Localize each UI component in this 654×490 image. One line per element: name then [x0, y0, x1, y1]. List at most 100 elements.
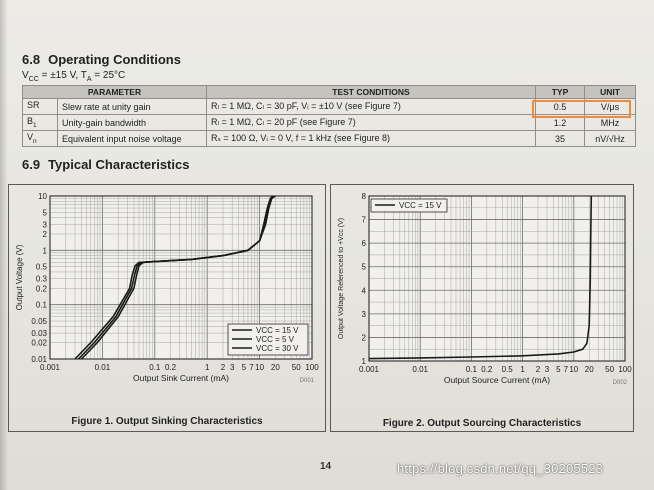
- y-tick-label: 0.05: [31, 317, 47, 326]
- typ-cell: 1.2: [535, 114, 585, 131]
- symbol-text: SR: [27, 100, 40, 111]
- y-tick-label: 0.03: [31, 329, 47, 338]
- symbol-cell: SR: [22, 98, 58, 115]
- conditions-cell: Rₗ = 1 MΩ, Cₗ = 20 pF (see Figure 7): [206, 114, 536, 131]
- section-number: 6.9: [22, 157, 41, 172]
- ta-value: = 25°C: [91, 70, 126, 81]
- series-line: [74, 195, 274, 360]
- x-tick-label: 2: [536, 365, 541, 374]
- y-tick-label: 4: [362, 286, 367, 295]
- x-tick-label: 0.1: [149, 363, 161, 372]
- x-axis-label: Output Source Current (mA): [444, 375, 550, 385]
- table-header-row: PARAMETER TEST CONDITIONS TYP UNIT: [22, 85, 636, 99]
- conditions-cell: Rₗ = 1 MΩ, Cₗ = 30 pF, Vᵢ = ±10 V (see F…: [206, 98, 536, 115]
- series-line: [368, 195, 593, 360]
- plot-frame: [368, 195, 626, 362]
- y-tick-label: 2: [362, 333, 367, 342]
- parameter-cell: Equivalent input noise voltage: [57, 130, 207, 147]
- x-tick-label: 1: [520, 365, 525, 374]
- page-number: 14: [320, 461, 332, 472]
- symbol-subscript: n: [33, 137, 37, 145]
- x-tick-label: 20: [271, 363, 280, 372]
- x-tick-label: 50: [292, 363, 301, 372]
- legend-label: VCC = 15 V: [399, 201, 442, 210]
- y-tick-label: 1: [362, 357, 367, 366]
- x-tick-label: 0.5: [502, 365, 514, 374]
- y-tick-label: 0.01: [31, 355, 47, 364]
- plot-frame: [49, 195, 313, 360]
- typ-cell: 0.5: [535, 98, 585, 115]
- x-tick-label: 0.01: [412, 365, 428, 374]
- table-row: B1 Unity-gain bandwidth Rₗ = 1 MΩ, Cₗ = …: [22, 114, 636, 131]
- header-unit: UNIT: [584, 85, 636, 99]
- y-tick-label: 2: [43, 230, 48, 239]
- section-title: Operating Conditions: [48, 52, 181, 67]
- section-number: 6.8: [22, 52, 41, 67]
- x-tick-label: 3: [545, 365, 550, 374]
- x-tick-label: 3: [230, 363, 235, 372]
- x-tick-label: 50: [605, 365, 614, 374]
- vcc-label: V: [22, 70, 29, 81]
- y-tick-label: 1: [43, 246, 48, 255]
- y-tick-label: 5: [362, 263, 367, 272]
- watermark-url: https://blog.csdn.net/qq_30205523: [397, 461, 604, 476]
- y-tick-label: 0.2: [36, 284, 48, 293]
- unit-cell: V/μs: [584, 98, 636, 115]
- y-tick-label: 7: [362, 216, 367, 225]
- x-tick-label: 2: [221, 363, 226, 372]
- section-heading-operating-conditions: 6.8 Operating Conditions: [22, 52, 181, 67]
- figure-1-chart: 0.001 0.01 0.1 0.2 1 2 3 5 7 10 20 50 1001053210.50.…: [15, 192, 319, 384]
- x-tick-label: 0.01: [95, 363, 111, 372]
- x-tick-label: 7: [564, 365, 569, 374]
- ta-subscript: A: [86, 76, 92, 83]
- table-row: Vn Equivalent input noise voltage Rₛ = 1…: [22, 130, 636, 147]
- symbol-text: B: [27, 116, 34, 127]
- x-tick-label: 0.001: [359, 365, 380, 374]
- figure-code: D002: [613, 380, 628, 386]
- symbol-cell: B1: [22, 114, 58, 131]
- legend-label: VCC = 30 V: [256, 344, 299, 353]
- page-binding-shadow: [0, 0, 8, 490]
- x-tick-label: 20: [585, 365, 594, 374]
- x-tick-label: 0.2: [481, 365, 493, 374]
- x-axis-label: Output Sink Current (mA): [133, 373, 229, 383]
- x-tick-label: 7: [249, 363, 254, 372]
- x-tick-label: 5: [556, 365, 561, 374]
- header-parameter: PARAMETER: [22, 85, 207, 99]
- unit-cell: nV/√Hz: [584, 130, 636, 147]
- typ-cell: 35: [535, 130, 585, 147]
- operating-conditions-table: PARAMETER TEST CONDITIONS TYP UNIT SR Sl…: [22, 85, 636, 147]
- figure-1-caption: Figure 1. Output Sinking Characteristics: [71, 416, 263, 427]
- y-axis-label: Output Voltage Referenced to +Vcc (V): [338, 218, 345, 339]
- legend-label: VCC = 15 V: [256, 326, 299, 335]
- operating-conditions-line: VCC = ±15 V, TA = 25°C: [22, 70, 125, 83]
- vcc-subscript: CC: [28, 76, 39, 83]
- vcc-value: = ±15 V, T: [38, 70, 87, 81]
- conditions-cell: Rₛ = 100 Ω, Vᵢ = 0 V, f = 1 kHz (see Fig…: [206, 130, 536, 147]
- x-tick-label: 10: [569, 365, 578, 374]
- parameter-cell: Slew rate at unity gain: [57, 98, 207, 115]
- figure-code: D001: [300, 378, 315, 384]
- x-tick-label: 100: [305, 363, 319, 372]
- y-tick-label: 0.3: [36, 275, 48, 284]
- legend-box: [370, 198, 448, 213]
- symbol-cell: Vn: [22, 130, 58, 147]
- figure-2-caption: Figure 2. Output Sourcing Characteristic…: [382, 418, 582, 429]
- parameter-cell: Unity-gain bandwidth: [57, 114, 207, 131]
- y-tick-label: 0.1: [36, 301, 48, 310]
- x-tick-label: 1: [205, 363, 210, 372]
- figure-2-chart: 0.001 0.01 0.1 0.2 0.5 1 2 3 5 7 10 20 50 10087654321…: [338, 192, 632, 386]
- x-tick-label: 0.2: [165, 363, 177, 372]
- x-tick-label: 0.001: [40, 363, 61, 372]
- y-tick-label: 6: [362, 239, 367, 248]
- symbol-subscript: 1: [33, 121, 37, 129]
- x-tick-label: 10: [255, 363, 264, 372]
- y-tick-label: 0.02: [31, 339, 47, 348]
- header-typ: TYP: [535, 85, 585, 99]
- unit-cell: MHz: [584, 114, 636, 131]
- x-tick-label: 5: [242, 363, 247, 372]
- y-tick-label: 3: [362, 310, 367, 319]
- y-tick-label: 3: [43, 220, 48, 229]
- header-test-conditions: TEST CONDITIONS: [206, 85, 536, 99]
